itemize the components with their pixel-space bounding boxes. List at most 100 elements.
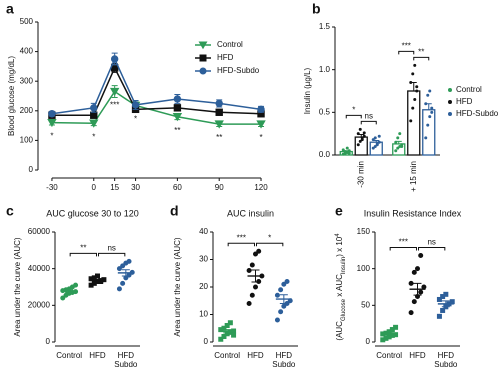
data-point bbox=[436, 313, 442, 319]
data-point bbox=[415, 85, 419, 89]
significance-bracket bbox=[69, 252, 97, 257]
x-tick-label: HFD bbox=[89, 351, 106, 360]
y-tick-label: 300 bbox=[20, 76, 34, 85]
data-point bbox=[116, 266, 122, 272]
error-bar bbox=[373, 139, 380, 143]
y-tick-label: 50 bbox=[361, 300, 370, 309]
significance-bracket bbox=[360, 120, 377, 125]
x-tick-label: Control bbox=[56, 351, 82, 360]
panel-label: e bbox=[335, 203, 343, 219]
y-axis-label-script: Glucose bbox=[341, 298, 347, 321]
data-point bbox=[356, 143, 360, 147]
x-tick-label: HFD bbox=[247, 351, 264, 360]
y-tick-label: 0.0 bbox=[319, 150, 331, 159]
data-point bbox=[377, 134, 381, 138]
significance-label: * bbox=[352, 106, 355, 115]
y-tick-label: 0.5 bbox=[319, 107, 331, 116]
data-point bbox=[415, 266, 420, 272]
legend-label: HFD bbox=[456, 97, 473, 106]
data-point bbox=[246, 268, 252, 273]
chart-title: AUC glucose 30 to 120 bbox=[46, 208, 139, 218]
data-point bbox=[274, 317, 280, 323]
significance-label: ns bbox=[427, 238, 435, 247]
data-point bbox=[60, 295, 66, 301]
data-point bbox=[408, 280, 414, 286]
y-axis-label: Blood glucose (mg/dL) bbox=[7, 56, 16, 136]
x-tick-label: 60 bbox=[173, 183, 182, 192]
data-point bbox=[430, 106, 434, 110]
data-point bbox=[231, 332, 237, 338]
marker bbox=[172, 113, 183, 122]
x-tick-label: HFD bbox=[276, 351, 293, 360]
y-tick-label: 100 bbox=[357, 264, 371, 273]
error-bar bbox=[395, 140, 402, 144]
marker bbox=[90, 111, 98, 119]
data-point bbox=[284, 279, 290, 284]
data-point bbox=[413, 63, 417, 67]
data-point bbox=[253, 251, 258, 257]
x-tick-label: 90 bbox=[215, 183, 224, 192]
data-point bbox=[360, 138, 364, 142]
error-bar bbox=[223, 329, 232, 334]
error-bar bbox=[441, 300, 450, 308]
data-point bbox=[393, 332, 399, 338]
marker bbox=[109, 87, 120, 97]
error-bar bbox=[425, 103, 432, 110]
panel-label: b bbox=[312, 1, 321, 17]
data-point bbox=[411, 299, 417, 305]
legend-marker bbox=[448, 88, 452, 92]
y-axis-label: Area under the curve (AUC) bbox=[173, 237, 182, 336]
marker bbox=[89, 119, 99, 128]
marker bbox=[90, 104, 98, 112]
x-tick-label: HFD bbox=[438, 351, 455, 360]
y-tick-label: 200 bbox=[20, 106, 34, 115]
significance-label: *** bbox=[110, 101, 119, 110]
significance-label: ** bbox=[174, 126, 180, 135]
data-point bbox=[449, 299, 455, 305]
significance-label: * bbox=[268, 233, 271, 242]
marker bbox=[47, 118, 57, 128]
x-tick-label: Subdo bbox=[114, 360, 138, 369]
y-axis-label-part: (AUC bbox=[335, 321, 344, 341]
data-point bbox=[373, 136, 377, 140]
data-point bbox=[411, 269, 417, 275]
y-axis-label-script: Insulin bbox=[341, 257, 347, 274]
marker bbox=[131, 101, 140, 109]
data-point bbox=[221, 334, 227, 339]
data-point bbox=[358, 127, 362, 131]
data-point bbox=[393, 324, 399, 330]
y-tick-label: 20 bbox=[199, 282, 208, 291]
x-tick-label: 0 bbox=[92, 183, 97, 192]
y-tick-label: 30 bbox=[199, 255, 208, 264]
error-bar bbox=[65, 289, 74, 293]
data-point bbox=[424, 136, 428, 140]
data-point bbox=[95, 273, 100, 279]
y-tick-label: 1.0 bbox=[319, 65, 331, 74]
x-tick-label: Control bbox=[376, 351, 402, 360]
data-point bbox=[281, 281, 287, 287]
data-point bbox=[411, 72, 415, 76]
data-point bbox=[73, 282, 79, 288]
error-bar bbox=[410, 81, 417, 91]
data-point bbox=[278, 287, 284, 293]
y-tick-label: 0 bbox=[204, 337, 209, 346]
data-point bbox=[347, 151, 351, 155]
significance-label: ns bbox=[107, 243, 115, 252]
marker bbox=[214, 120, 224, 129]
significance-bracket bbox=[256, 242, 284, 247]
error-bar bbox=[385, 332, 394, 336]
data-point bbox=[126, 258, 132, 264]
legend-marker bbox=[448, 100, 452, 104]
chart-title: Insulin Resistance Index bbox=[364, 208, 462, 218]
y-tick-label: 100 bbox=[20, 136, 34, 145]
error-bar bbox=[343, 150, 350, 152]
marker bbox=[173, 95, 182, 103]
marker bbox=[110, 55, 119, 63]
x-tick-label: HFD bbox=[118, 351, 135, 360]
data-point bbox=[373, 144, 377, 148]
significance-label: * bbox=[259, 133, 262, 142]
x-tick-label: -30 min bbox=[356, 161, 365, 188]
y-axis-label-part: ) x 10 bbox=[335, 236, 344, 257]
data-point bbox=[418, 252, 424, 258]
